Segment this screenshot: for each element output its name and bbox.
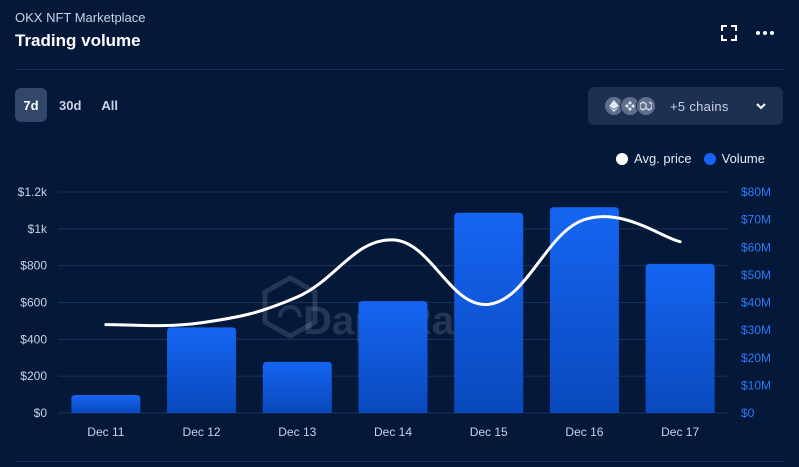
y-right-tick-label: $70M: [741, 213, 771, 227]
volume-bar[interactable]: [71, 395, 141, 413]
more-options-icon[interactable]: [753, 22, 777, 44]
x-tick-label: Dec 16: [565, 425, 603, 439]
y-right-tick-label: $50M: [741, 268, 771, 282]
time-range-tabs: 7d 30d All: [15, 88, 126, 122]
y-right-tick-label: $20M: [741, 351, 771, 365]
legend-label-avg-price: Avg. price: [634, 151, 692, 166]
polygon-icon: [636, 96, 656, 116]
y-left-tick-label: $600: [20, 296, 47, 310]
y-right-tick-label: $80M: [741, 185, 771, 199]
watermark-logo: [262, 275, 318, 339]
bnb-chain-icon: [620, 96, 640, 116]
volume-bar[interactable]: [262, 361, 332, 413]
avg-price-series-line[interactable]: [104, 215, 682, 328]
y-left-tick-label: $1.2k: [18, 185, 48, 199]
y-right-tick-label: $10M: [741, 378, 771, 392]
legend-volume[interactable]: Volume: [703, 151, 765, 166]
chain-selector-label: +5 chains: [670, 98, 729, 114]
chart-legend: Avg. price Volume: [616, 151, 765, 166]
volume-bar[interactable]: [358, 301, 428, 413]
chevron-down-icon: [756, 103, 766, 110]
volume-bar[interactable]: [167, 327, 237, 413]
tab-30d[interactable]: 30d: [59, 97, 82, 113]
y-axis-left: $0 $200 $400 $600 $800 $1k $1.2k: [18, 185, 48, 420]
header-divider: [15, 69, 784, 70]
avg-price-line: [104, 215, 682, 328]
y-left-tick-label: $800: [20, 259, 47, 273]
volume-bar[interactable]: [549, 207, 619, 413]
legend-label-volume: Volume: [721, 151, 765, 166]
y-left-tick-label: $1k: [28, 222, 48, 236]
x-tick-label: Dec 13: [278, 425, 316, 439]
x-axis: Dec 11 Dec 12 Dec 13 Dec 14 Dec 15 Dec 16 Dec …: [87, 425, 699, 439]
volume-bar[interactable]: [645, 263, 715, 413]
y-right-tick-label: $60M: [741, 240, 771, 254]
y-left-tick-label: $0: [34, 406, 48, 420]
x-tick-label: Dec 15: [470, 425, 508, 439]
y-axis-right: $0 $10M $20M $30M $40M $50M $60M $70M $80M: [741, 185, 771, 420]
tab-7d[interactable]: 7d: [15, 88, 47, 122]
y-right-tick-label: $0: [741, 406, 755, 420]
volume-bar[interactable]: [454, 212, 524, 413]
y-left-tick-label: $200: [20, 369, 47, 383]
chain-selector[interactable]: +5 chains: [588, 87, 783, 125]
page-title: Trading volume: [15, 31, 141, 50]
volume-bars: [71, 207, 715, 413]
y-right-tick-label: $40M: [741, 296, 771, 310]
footer-divider: [15, 461, 784, 462]
page-subtitle: OKX NFT Marketplace: [15, 10, 146, 25]
legend-dot-avg-price: [616, 152, 629, 165]
legend-dot-volume: [703, 152, 716, 165]
tab-all[interactable]: All: [101, 97, 119, 113]
y-left-tick-label: $400: [20, 332, 47, 346]
legend-avg-price[interactable]: Avg. price: [616, 151, 692, 166]
expand-icon[interactable]: [718, 22, 740, 44]
x-tick-label: Dec 11: [87, 425, 124, 439]
x-tick-label: Dec 12: [183, 425, 221, 439]
y-right-tick-label: $30M: [741, 323, 771, 337]
x-tick-label: Dec 17: [661, 425, 699, 439]
x-tick-label: Dec 14: [374, 425, 412, 439]
